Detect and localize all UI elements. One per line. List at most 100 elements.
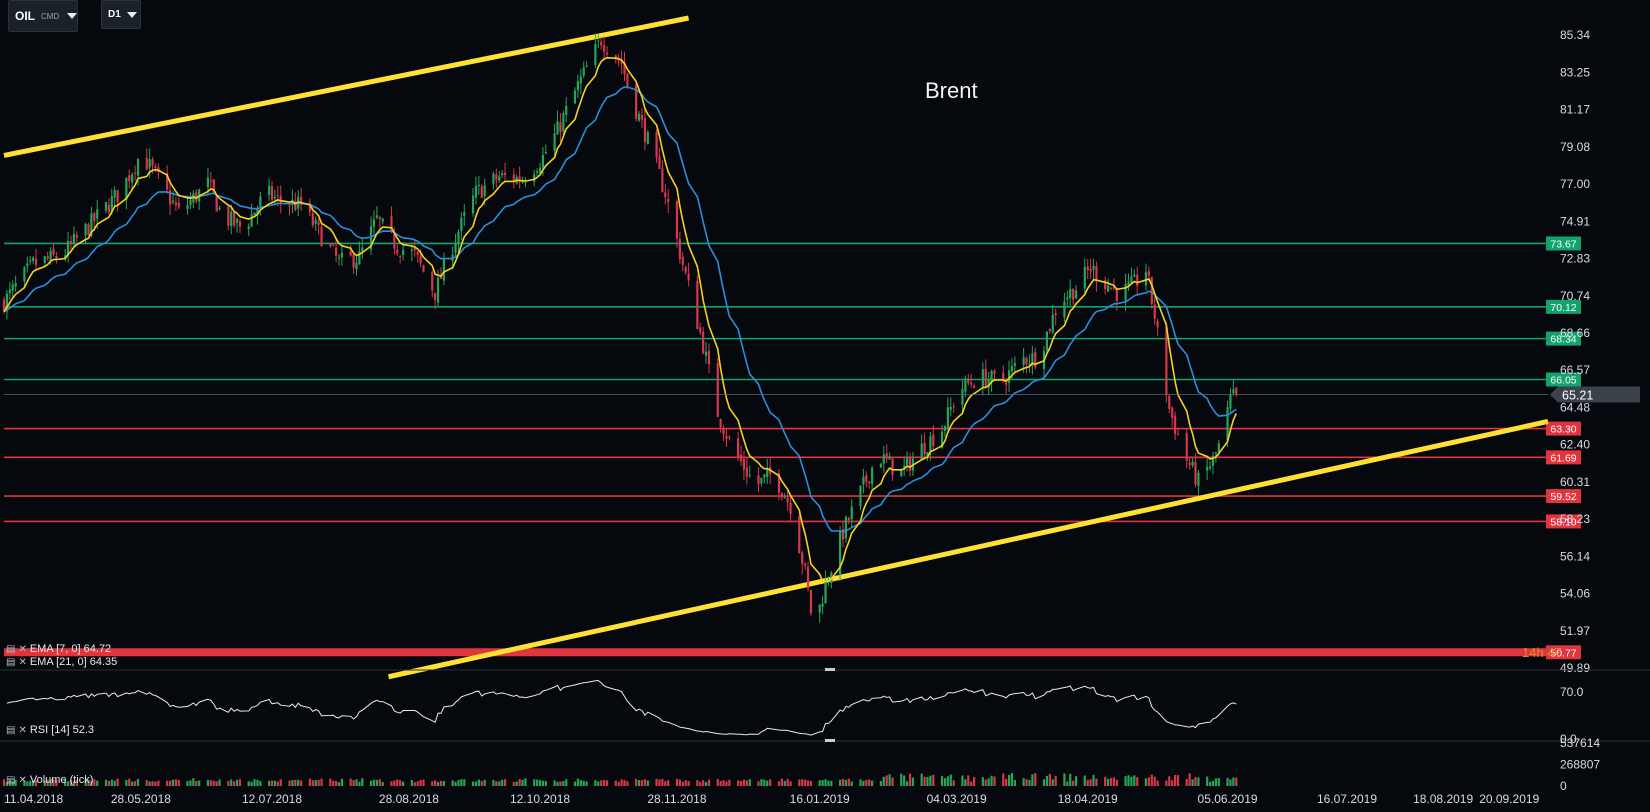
- volume-bar: [841, 778, 845, 786]
- settings-icon[interactable]: ▤: [6, 656, 16, 668]
- close-icon[interactable]: ✕: [18, 724, 27, 736]
- rsi-tick-label: 0.0: [1560, 732, 1577, 746]
- volume-bar: [946, 776, 949, 786]
- candle-body: [314, 219, 317, 224]
- volume-bar: [865, 779, 868, 786]
- volume-bar: [1235, 777, 1238, 786]
- candle-body: [419, 255, 422, 264]
- candle-body: [43, 256, 46, 263]
- volume-bar: [920, 773, 923, 786]
- volume-bar: [838, 779, 842, 786]
- candle-body: [885, 453, 888, 459]
- symbol-selector[interactable]: OIL CMD: [8, 0, 78, 32]
- volume-bar: [739, 781, 743, 786]
- candle-body: [1156, 320, 1159, 328]
- candle-body: [1045, 331, 1049, 351]
- close-icon[interactable]: ✕: [18, 774, 27, 786]
- price-tick-label: 56.14: [1560, 549, 1590, 563]
- volume-bar: [1095, 778, 1098, 786]
- candle-body: [844, 516, 848, 539]
- settings-icon[interactable]: ▤: [6, 724, 16, 736]
- volume-bar: [358, 781, 361, 786]
- volume-bar: [235, 779, 239, 786]
- volume-bar: [1188, 773, 1191, 786]
- volume-bar: [1069, 773, 1072, 786]
- candle-body: [704, 351, 708, 356]
- price-tick-label: 66.57: [1560, 363, 1590, 377]
- symbol-name: OIL: [15, 9, 35, 23]
- candle-body: [512, 174, 515, 182]
- volume-bar: [11, 782, 14, 786]
- candle-body: [573, 90, 577, 104]
- candle-body: [273, 196, 277, 199]
- volume-bar: [1208, 781, 1212, 786]
- volume-bar: [1153, 776, 1156, 786]
- settings-icon[interactable]: ▤: [6, 774, 16, 786]
- level-badge-label: 68.34: [1550, 334, 1576, 346]
- volume-bar: [1074, 776, 1078, 786]
- volume-bar: [1086, 779, 1089, 786]
- volume-bar: [1025, 779, 1028, 786]
- candle-body: [2, 299, 6, 312]
- volume-bar: [559, 781, 562, 786]
- volume-bar: [943, 778, 947, 786]
- volume-bar: [579, 780, 582, 786]
- volume-bar: [664, 781, 667, 786]
- symbol-type: CMD: [41, 11, 60, 21]
- chevron-down-icon: [67, 13, 78, 19]
- candle-body: [381, 218, 384, 222]
- candle-body: [533, 174, 536, 182]
- candle-body: [104, 202, 108, 211]
- candle-body: [1083, 266, 1086, 289]
- candle-body: [920, 443, 923, 460]
- candle-body: [565, 105, 568, 116]
- candle-body: [11, 284, 14, 291]
- timeframe-selector[interactable]: D1: [101, 0, 141, 29]
- close-icon[interactable]: ✕: [18, 643, 27, 655]
- volume-bar: [769, 779, 772, 786]
- candle-body: [742, 458, 746, 470]
- volume-bar: [1165, 780, 1168, 786]
- volume-bar: [637, 779, 641, 786]
- volume-bar: [148, 781, 151, 786]
- candle-body: [337, 257, 341, 259]
- price-tick-label: 68.66: [1560, 326, 1590, 340]
- candle-body: [413, 247, 416, 251]
- volume-bar: [166, 780, 169, 786]
- volume-bar: [270, 780, 274, 786]
- volume-bar: [661, 778, 664, 786]
- time-tick-label: 20.09.2019: [1479, 792, 1539, 806]
- volume-bar: [253, 779, 256, 786]
- volume-bar: [483, 779, 486, 786]
- volume-bar: [72, 781, 76, 786]
- candle-body: [247, 226, 250, 229]
- candle-body: [399, 255, 402, 257]
- price-tick-label: 64.48: [1560, 401, 1590, 415]
- candle-body: [865, 475, 868, 482]
- candle-body: [471, 195, 475, 214]
- level-badge-label: 59.52: [1550, 491, 1576, 503]
- candle-body: [789, 502, 792, 515]
- volume-bar: [626, 781, 629, 786]
- volume-bar: [640, 780, 644, 786]
- candle-body: [218, 207, 221, 210]
- volume-bar: [1092, 774, 1095, 786]
- candle-body: [806, 566, 810, 589]
- settings-icon[interactable]: ▤: [6, 643, 16, 655]
- close-icon[interactable]: ✕: [18, 656, 27, 668]
- level-badge-label: 66.05: [1550, 375, 1576, 387]
- candle-body: [498, 176, 501, 181]
- volume-bar: [375, 779, 378, 786]
- candle-body: [1168, 395, 1171, 409]
- volume-tick-label: 0: [1560, 779, 1567, 793]
- candle-body: [1048, 329, 1051, 332]
- price-tick-label: 58.23: [1560, 512, 1590, 526]
- candle-body: [667, 198, 670, 203]
- candle-body: [681, 256, 684, 266]
- volume-bar: [544, 781, 547, 786]
- candle-body: [1226, 407, 1229, 441]
- candle-body: [600, 41, 603, 46]
- level-badge-label: 50.77: [1550, 647, 1576, 659]
- candle-body: [585, 65, 588, 68]
